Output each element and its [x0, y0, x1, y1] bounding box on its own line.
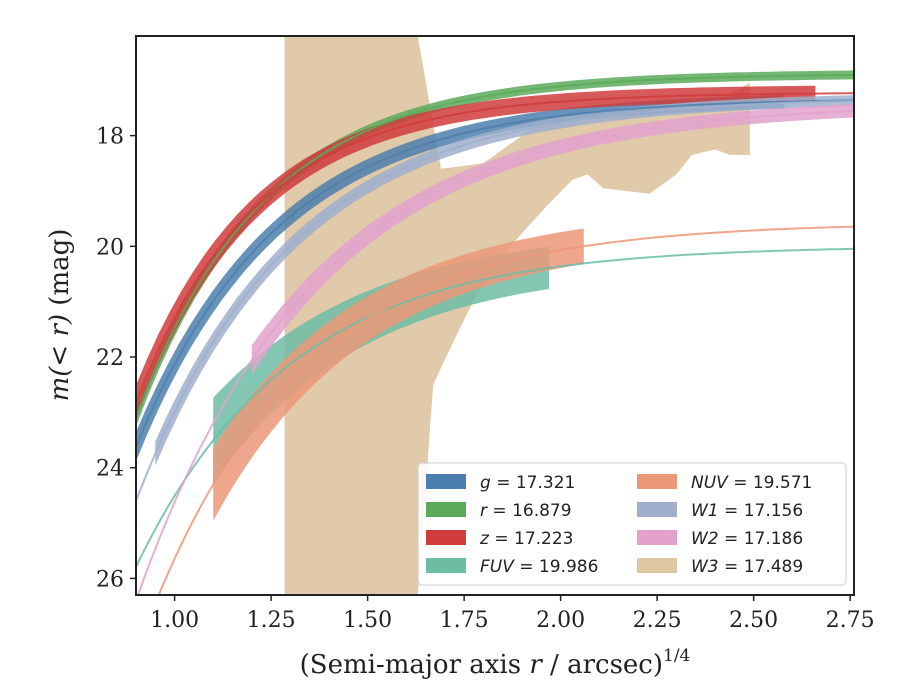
- legend-swatch-g: [426, 474, 466, 489]
- band-nuv: [213, 228, 584, 521]
- line-fuv: [136, 247, 854, 568]
- line-z: [136, 92, 854, 403]
- x-tick-label: 2.00: [536, 608, 585, 633]
- legend-label-w3: W3 = 17.489: [691, 557, 803, 577]
- legend: g = 17.321 r = 16.879 z = 17.223 FUV = 19.9…: [417, 462, 847, 586]
- y-tick-label: 22: [96, 346, 124, 371]
- x-tick-label: 1.25: [247, 608, 296, 633]
- legend-label-r: r = 16.879: [480, 501, 572, 521]
- x-tick-label: 1.00: [150, 608, 199, 633]
- legend-swatch-w1: [637, 502, 677, 517]
- line-g: [136, 99, 854, 448]
- x-tick-label: 1.75: [440, 608, 489, 633]
- y-axis-label: m(< r) (mag): [45, 229, 75, 402]
- legend-label-z: z = 17.223: [479, 529, 573, 549]
- x-tick-label: 2.50: [729, 608, 778, 633]
- legend-swatch-r: [426, 502, 466, 517]
- x-tick-label: 1.50: [343, 608, 392, 633]
- band-fuv: [213, 246, 549, 484]
- y-tick-label: 24: [96, 457, 124, 482]
- legend-box: [417, 462, 847, 586]
- x-tick-label: 2.75: [826, 608, 875, 633]
- legend-label-nuv: NUV = 19.571: [691, 473, 812, 493]
- lines-layer: [136, 73, 854, 595]
- x-tick-label: 2.25: [633, 608, 682, 633]
- legend-label-fuv: FUV = 19.986: [480, 557, 598, 577]
- legend-swatch-w3: [637, 558, 677, 573]
- y-tick-label: 18: [96, 125, 124, 150]
- y-tick-label: 20: [96, 235, 124, 260]
- line-nuv: [157, 225, 854, 595]
- x-axis: 1.00 1.25 1.50 1.75 2.00 2.25 2.50 2.75: [150, 595, 875, 633]
- legend-label-w2: W2 = 17.186: [691, 529, 803, 549]
- line-w2: [136, 109, 854, 595]
- band-w2: [251, 104, 854, 375]
- x-axis-label: (Semi-major axis r / arcsec)1/4: [300, 646, 691, 680]
- y-tick-label: 26: [96, 567, 124, 592]
- line-w1: [136, 99, 854, 502]
- legend-label-w1: W1 = 17.156: [691, 501, 803, 521]
- legend-swatch-fuv: [426, 558, 466, 573]
- legend-swatch-z: [426, 530, 466, 545]
- legend-swatch-w2: [637, 530, 677, 545]
- y-axis: 18 20 22 24 26: [96, 125, 136, 592]
- line-r: [136, 73, 854, 418]
- legend-label-g: g = 17.321: [480, 473, 575, 493]
- plot-frame: [135, 35, 855, 596]
- legend-swatch-nuv: [637, 474, 677, 489]
